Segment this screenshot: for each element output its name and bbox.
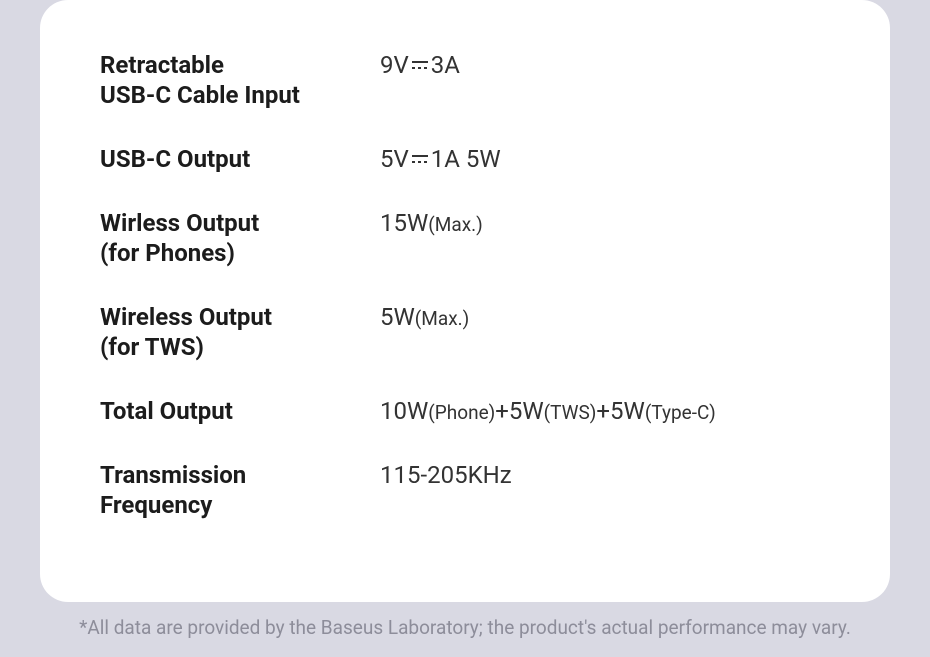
spec-row: USB-C Output5V 1A 5W: [100, 144, 830, 174]
spec-label: USB-C Output: [100, 144, 380, 174]
spec-value-text: +5W: [495, 396, 543, 426]
spec-label: RetractableUSB-C Cable Input: [100, 50, 380, 110]
spec-value-text: 5W: [380, 302, 415, 332]
spec-row: Wirless Output(for Phones)15W(Max.): [100, 208, 830, 268]
spec-value-small: (TWS): [544, 401, 597, 425]
spec-label: Wirless Output(for Phones): [100, 208, 380, 268]
spec-value-text: 115-205KHz: [380, 460, 512, 490]
spec-value-small: (Type-C): [645, 401, 716, 425]
spec-value-small: (Max.): [428, 213, 482, 237]
spec-value: 10W (Phone) +5W (TWS) +5W (Type-C): [380, 396, 716, 426]
spec-label: Total Output: [100, 396, 380, 426]
spec-value-text: +5W: [596, 396, 644, 426]
spec-row: RetractableUSB-C Cable Input9V 3A: [100, 50, 830, 110]
specs-card: RetractableUSB-C Cable Input9V 3A USB-C Ou…: [40, 0, 890, 602]
spec-value: 5V 1A 5W: [380, 144, 501, 174]
spec-row: Total Output10W (Phone) +5W (TWS) +5W (T…: [100, 396, 830, 426]
spec-value: 5W(Max.): [380, 302, 469, 332]
spec-row: Wireless Output(for TWS)5W(Max.): [100, 302, 830, 362]
spec-value-text: 5V: [380, 144, 409, 174]
spec-value-text: 1A 5W: [431, 144, 501, 174]
spec-value: 115-205KHz: [380, 460, 512, 490]
footnote: *All data are provided by the Baseus Lab…: [0, 602, 930, 639]
spec-value-small: (Phone): [428, 401, 495, 425]
spec-value-text: 3A: [431, 50, 460, 80]
spec-row: TransmissionFrequency115-205KHz: [100, 460, 830, 520]
spec-value-text: 10W: [380, 396, 428, 426]
spec-value: 15W(Max.): [380, 208, 483, 238]
spec-value-text: 9V: [380, 50, 409, 80]
spec-label: TransmissionFrequency: [100, 460, 380, 520]
spec-value-text: 15W: [380, 208, 428, 238]
spec-value: 9V 3A: [380, 50, 460, 80]
spec-label: Wireless Output(for TWS): [100, 302, 380, 362]
spec-value-small: (Max.): [415, 307, 469, 331]
